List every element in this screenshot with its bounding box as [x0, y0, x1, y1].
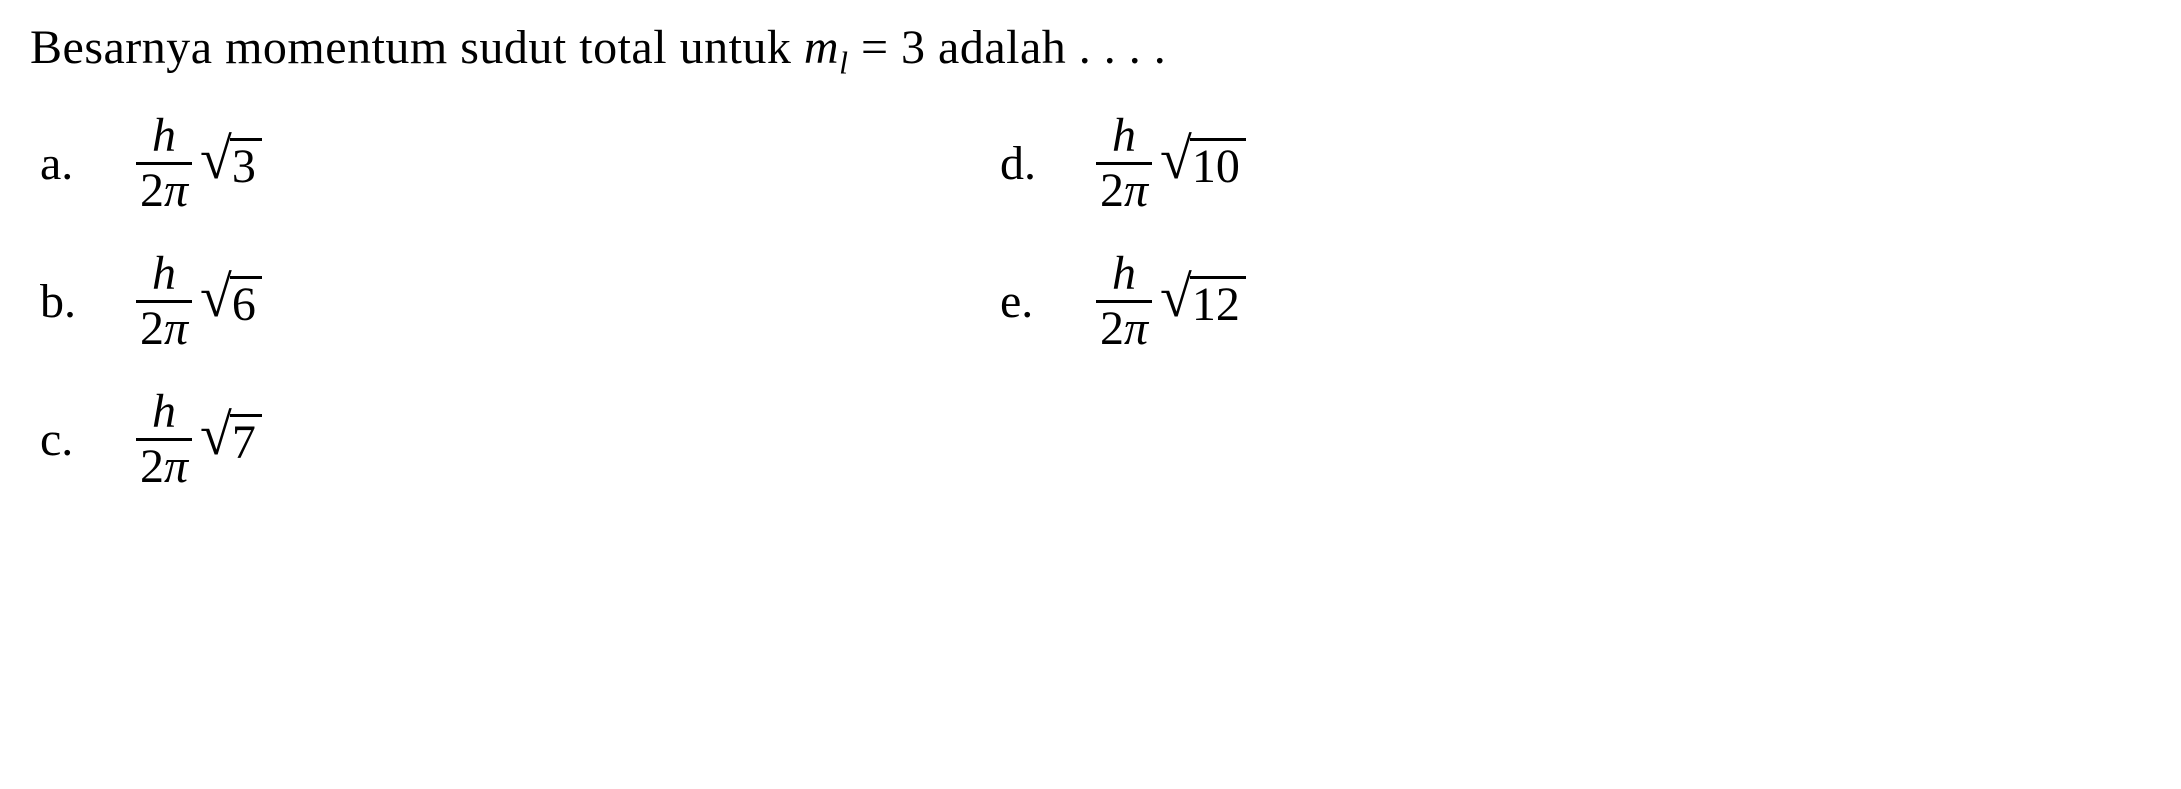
numerator: h [144, 250, 184, 300]
option-label-d: d. [1000, 136, 1090, 191]
denominator: 2π [136, 441, 192, 491]
option-label-c: c. [40, 412, 130, 467]
denominator: 2π [136, 165, 192, 215]
sqrt-d: √ 10 [1160, 133, 1246, 194]
sqrt-symbol-icon: √ [200, 271, 232, 323]
option-c: c. h 2π √ 7 [40, 388, 1000, 491]
fraction-a: h 2π [136, 112, 192, 215]
option-label-a: a. [40, 136, 130, 191]
question-prefix: Besarnya momentum sudut total untuk [30, 21, 804, 74]
denominator: 2π [1096, 165, 1152, 215]
radicand-e: 12 [1190, 276, 1246, 332]
denominator: 2π [1096, 303, 1152, 353]
denominator: 2π [136, 303, 192, 353]
option-d: d. h 2π √ 10 [1000, 112, 2151, 215]
radicand-a: 3 [230, 138, 262, 194]
sqrt-a: √ 3 [200, 133, 262, 194]
radicand-d: 10 [1190, 138, 1246, 194]
sqrt-symbol-icon: √ [1160, 133, 1192, 185]
option-label-b: b. [40, 274, 130, 329]
options-grid: a. h 2π √ 3 b. h 2π √ 6 c. h 2π √ [30, 112, 2151, 491]
sqrt-symbol-icon: √ [200, 409, 232, 461]
sqrt-symbol-icon: √ [200, 133, 232, 185]
fraction-b: h 2π [136, 250, 192, 353]
question-text: Besarnya momentum sudut total untuk ml =… [30, 20, 2151, 82]
numerator: h [144, 112, 184, 162]
fraction-d: h 2π [1096, 112, 1152, 215]
question-variable: m [804, 21, 839, 74]
fraction-c: h 2π [136, 388, 192, 491]
option-b: b. h 2π √ 6 [40, 250, 1000, 353]
radicand-c: 7 [230, 414, 262, 470]
numerator: h [144, 388, 184, 438]
question-relation: = 3 adalah . . . . [848, 21, 1166, 74]
sqrt-symbol-icon: √ [1160, 271, 1192, 323]
fraction-e: h 2π [1096, 250, 1152, 353]
option-e: e. h 2π √ 12 [1000, 250, 2151, 353]
radicand-b: 6 [230, 276, 262, 332]
numerator: h [1104, 112, 1144, 162]
option-a: a. h 2π √ 3 [40, 112, 1000, 215]
option-label-e: e. [1000, 274, 1090, 329]
sqrt-e: √ 12 [1160, 271, 1246, 332]
sqrt-c: √ 7 [200, 409, 262, 470]
sqrt-b: √ 6 [200, 271, 262, 332]
numerator: h [1104, 250, 1144, 300]
